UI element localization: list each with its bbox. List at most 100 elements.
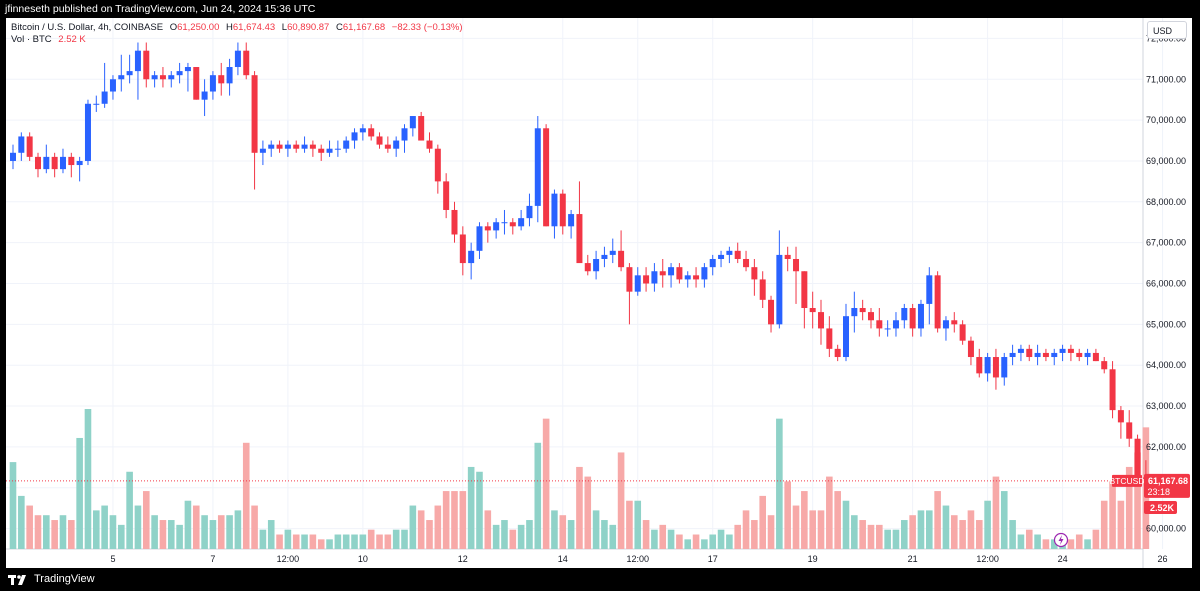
candle-body[interactable] [26, 136, 33, 157]
candle-body[interactable] [376, 136, 383, 145]
candle-body[interactable] [718, 254, 725, 259]
candle-body[interactable] [509, 222, 516, 227]
candle-body[interactable] [143, 50, 150, 80]
candle-body[interactable] [1101, 361, 1108, 370]
candle-body[interactable] [1034, 352, 1041, 358]
candle-body[interactable] [676, 267, 683, 280]
candle-body[interactable] [568, 214, 575, 227]
candle-body[interactable] [1009, 352, 1016, 358]
candle-body[interactable] [784, 254, 791, 259]
candle-body[interactable] [942, 320, 949, 329]
candle-body[interactable] [1084, 352, 1091, 358]
candle-body[interactable] [1134, 438, 1141, 478]
candle-body[interactable] [234, 50, 241, 68]
candle-body[interactable] [609, 250, 616, 255]
candle-body[interactable] [109, 79, 116, 92]
candle-body[interactable] [1076, 352, 1083, 358]
candle-body[interactable] [434, 148, 441, 182]
candle-body[interactable] [892, 320, 899, 329]
candle-body[interactable] [1042, 352, 1049, 358]
candle-body[interactable] [851, 308, 858, 317]
candle-body[interactable] [134, 50, 141, 72]
candle-body[interactable] [559, 193, 566, 227]
candle-body[interactable] [659, 271, 666, 276]
candle-body[interactable] [926, 275, 933, 304]
candle-body[interactable] [168, 75, 175, 80]
candle-body[interactable] [293, 144, 300, 149]
candle-body[interactable] [534, 128, 541, 206]
candle-body[interactable] [793, 258, 800, 272]
candle-body[interactable] [984, 357, 991, 374]
candle-body[interactable] [576, 214, 583, 264]
candle-body[interactable] [709, 258, 716, 268]
candle-body[interactable] [468, 250, 475, 264]
candle-body[interactable] [359, 128, 366, 133]
candle-body[interactable] [418, 116, 425, 141]
candle-body[interactable] [243, 50, 250, 76]
candle-body[interactable] [10, 152, 16, 161]
candle-body[interactable] [801, 271, 808, 309]
candle-body[interactable] [526, 205, 533, 219]
candle-body[interactable] [1051, 352, 1058, 358]
candle-body[interactable] [251, 75, 258, 153]
candle-body[interactable] [776, 254, 783, 325]
candle-body[interactable] [1026, 348, 1033, 358]
candle-body[interactable] [159, 75, 166, 80]
candle-body[interactable] [451, 209, 458, 235]
candle-body[interactable] [809, 308, 816, 313]
candle-body[interactable] [193, 67, 200, 100]
candle-body[interactable] [976, 357, 983, 374]
candle-body[interactable] [967, 340, 974, 358]
candle-body[interactable] [351, 132, 358, 141]
candle-body[interactable] [276, 144, 283, 149]
candle-body[interactable] [101, 91, 108, 104]
candle-body[interactable] [259, 148, 266, 153]
candle-body[interactable] [184, 67, 191, 72]
candle-body[interactable] [218, 75, 225, 84]
candle-body[interactable] [917, 303, 924, 329]
candle-body[interactable] [768, 299, 775, 325]
candle-body[interactable] [759, 279, 766, 300]
candle-body[interactable] [401, 128, 408, 141]
candle-body[interactable] [384, 144, 391, 149]
candle-body[interactable] [209, 75, 216, 92]
candle-body[interactable] [867, 312, 874, 321]
candle-body[interactable] [368, 128, 375, 137]
candle-body[interactable] [593, 258, 600, 272]
candle-body[interactable] [318, 148, 325, 153]
candle-body[interactable] [426, 140, 433, 149]
candle-body[interactable] [751, 267, 758, 280]
candle-body[interactable] [643, 275, 650, 284]
candle-body[interactable] [301, 144, 308, 149]
candle-body[interactable] [551, 193, 558, 227]
candle-body[interactable] [743, 258, 750, 268]
candle-body[interactable] [584, 263, 591, 272]
candle-body[interactable] [76, 160, 83, 166]
candle-body[interactable] [51, 156, 58, 170]
lightning-icon[interactable] [1058, 535, 1064, 545]
candle-body[interactable] [518, 218, 525, 227]
candle-body[interactable] [634, 275, 641, 292]
candle-body[interactable] [1017, 348, 1024, 353]
candle-body[interactable] [934, 275, 941, 329]
candle-body[interactable] [701, 267, 708, 280]
candle-body[interactable] [176, 71, 183, 76]
candle-body[interactable] [1117, 410, 1124, 423]
candle-body[interactable] [826, 328, 833, 349]
candle-body[interactable] [201, 91, 208, 100]
candle-body[interactable] [43, 156, 50, 170]
candle-body[interactable] [1092, 352, 1099, 362]
candle-body[interactable] [459, 234, 466, 264]
candle-body[interactable] [543, 128, 550, 227]
candle-body[interactable] [151, 75, 158, 80]
candle-body[interactable] [693, 275, 700, 280]
candle-body[interactable] [1126, 422, 1133, 439]
candle-body[interactable] [501, 222, 508, 224]
candle-body[interactable] [668, 267, 675, 276]
candle-body[interactable] [493, 222, 500, 231]
candle-body[interactable] [326, 148, 333, 153]
candle-body[interactable] [992, 357, 999, 378]
candle-body[interactable] [959, 324, 966, 341]
candle-body[interactable] [309, 144, 316, 149]
candle-body[interactable] [601, 254, 608, 259]
